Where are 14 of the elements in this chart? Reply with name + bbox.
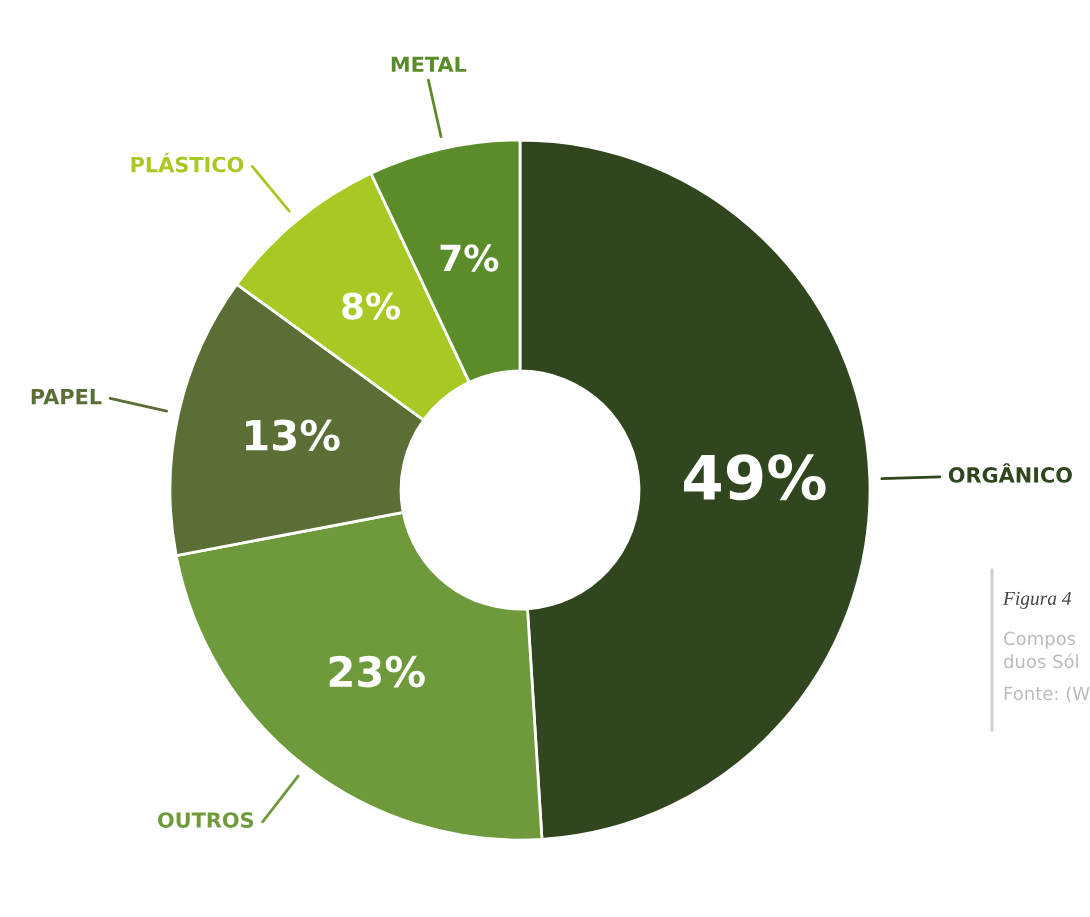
data-label: 8% xyxy=(342,292,401,320)
slice-label: METAL xyxy=(391,56,467,72)
slice-label: PLÁSTICO xyxy=(131,152,244,173)
data-label: 7% xyxy=(440,244,499,272)
data-label: 23% xyxy=(329,655,425,688)
text: duos Sól xyxy=(1004,653,1078,669)
slice-label: PAPEL xyxy=(31,388,102,405)
data-label: 49% xyxy=(684,454,826,501)
text: Compos xyxy=(1004,631,1076,649)
text: Figura 4 xyxy=(1002,591,1072,609)
slice-label: ORGÂNICO xyxy=(948,463,1072,483)
slice-label: OUTROS xyxy=(158,812,254,828)
source-note: Fonte: (W xyxy=(1004,686,1090,703)
data-label: 13% xyxy=(245,419,340,451)
